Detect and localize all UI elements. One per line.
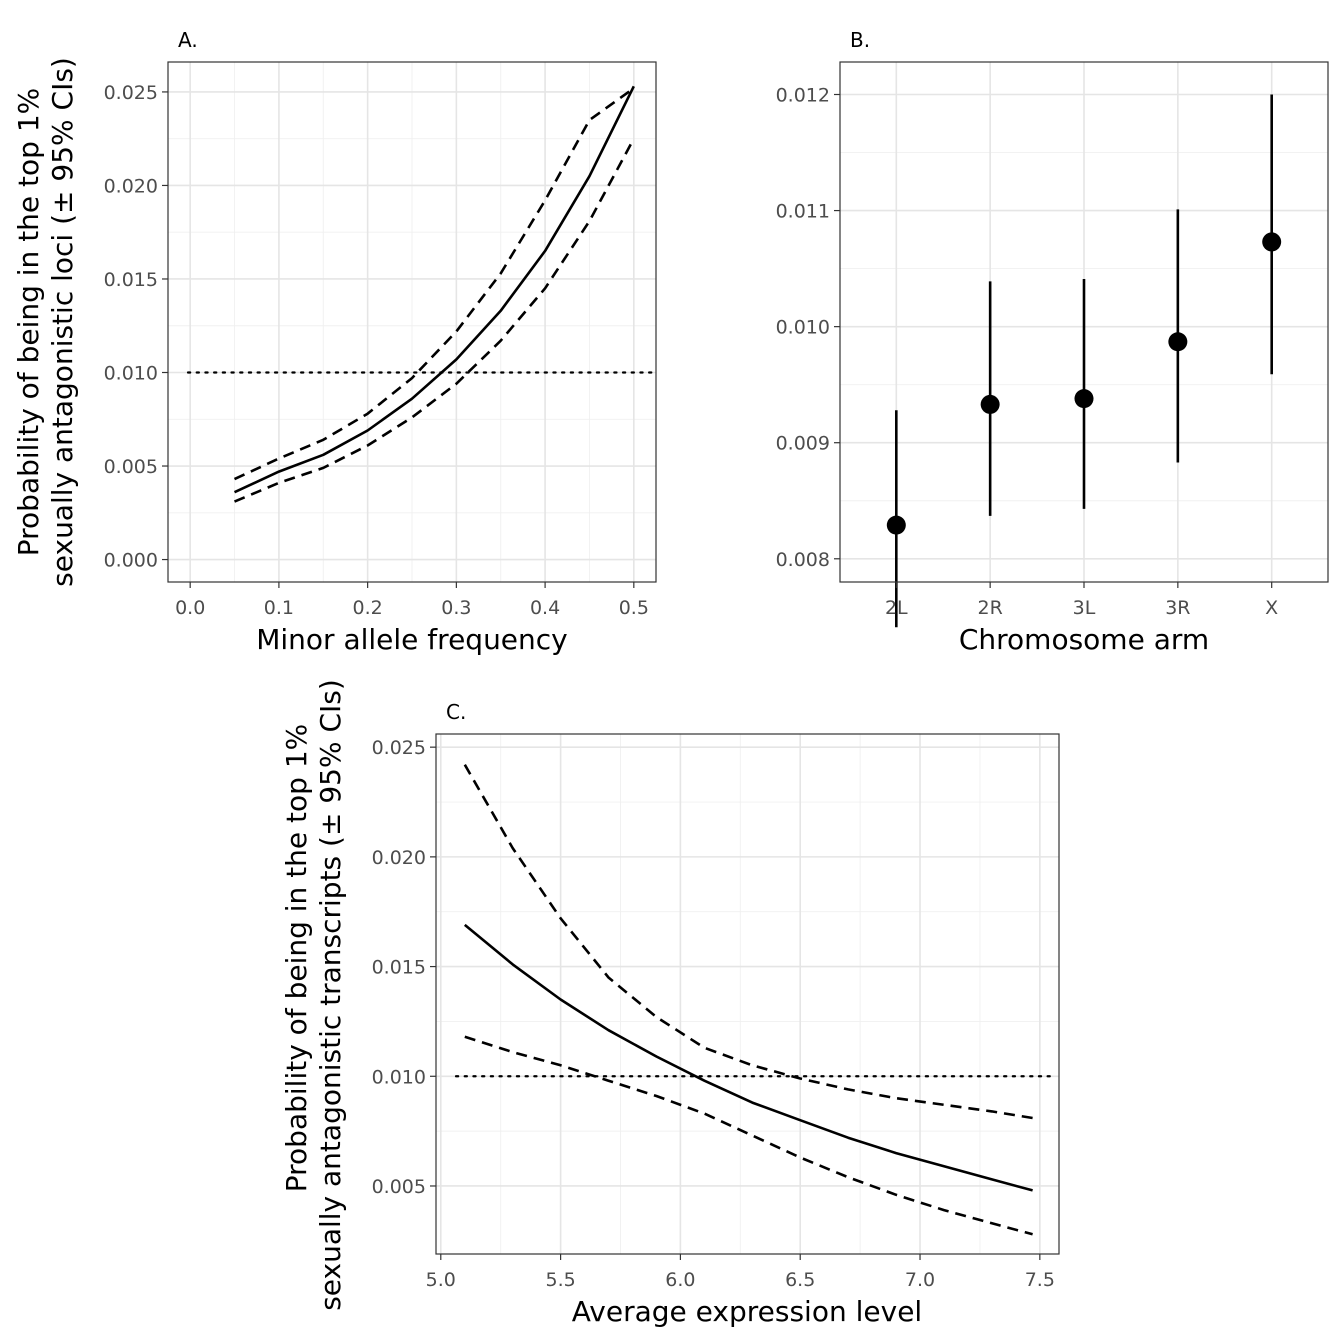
panel-a-x-tick-label: 0.4	[530, 597, 560, 619]
panel-c: C. 0.005 0.010 0.015 0.020 0.025 5.0 5.5 6.0 6.…	[280, 679, 1060, 1328]
panel-c-series-lower-ci-line	[464, 1035, 1033, 1236]
panel-c-y-tick-label: 0.025	[372, 737, 426, 759]
panel-b-point-2l	[886, 515, 906, 535]
panel-c-y-tick-label: 0.010	[372, 1066, 426, 1088]
panel-b-point-x	[1262, 232, 1282, 252]
panel-a-series-upper-ci-line	[233, 87, 635, 481]
panel-b-x-tick-label: 2R	[978, 597, 1003, 619]
panel-b-y-tick-label: 0.012	[776, 85, 830, 107]
panel-c-border	[435, 733, 1060, 1255]
panel-c-series-upper-ci-line	[463, 764, 1033, 1120]
panel-b-x-tick-label: 3L	[1073, 597, 1096, 619]
panel-b-y-tick-label: 0.009	[776, 433, 830, 455]
panel-b-tag: B.	[850, 28, 870, 52]
panel-b-point-2r	[980, 394, 1000, 414]
panel-c-tag: C.	[446, 700, 466, 724]
panel-a-x-axis-title: Minor allele frequency	[256, 623, 568, 656]
panel-b-y-tick-label: 0.010	[776, 317, 830, 339]
panel-a-y-tick-label: 0.000	[104, 550, 158, 572]
panel-a-x-tick-label: 0.3	[441, 597, 471, 619]
panel-a-y-tick-label: 0.025	[104, 82, 158, 104]
panel-b-x-tick-label: 3R	[1165, 597, 1190, 619]
panel-c-x-axis-title: Average expression level	[572, 1295, 922, 1328]
panel-c-x-tick-label: 5.5	[545, 1269, 575, 1291]
panel-a-y-tick-label: 0.005	[104, 456, 158, 478]
panel-b-point-3r	[1168, 332, 1188, 352]
panel-a-x-tick-label: 0.2	[353, 597, 383, 619]
panel-c-y-tick-label: 0.005	[372, 1176, 426, 1198]
panel-a-x-tick-label: 0.5	[619, 597, 649, 619]
panel-c-y-axis-title-line-1: Probability of being in the top 1%	[280, 724, 313, 1192]
panel-a-y-tick-label: 0.020	[104, 175, 158, 197]
panel-b-x-tick-label: 2L	[885, 597, 908, 619]
panel-c-series-fit-line	[463, 923, 1033, 1192]
panel-b-x-axis-title: Chromosome arm	[959, 623, 1209, 656]
panel-a-tag: A.	[178, 28, 198, 52]
panel-a-y-tick-label: 0.010	[104, 363, 158, 385]
panel-c-y-axis-title-line-2: sexually antagonistic transcripts (± 95%…	[314, 679, 347, 1311]
panel-b-y-tick-label: 0.011	[776, 201, 830, 223]
panel-c-x-tick-label: 6.0	[665, 1269, 695, 1291]
panel-a-border	[167, 61, 657, 583]
panel-b-point-3l	[1074, 389, 1094, 409]
panel-c-y-tick-label: 0.020	[372, 847, 426, 869]
panel-a: A. 0.000 0.005 0.010 0.015 0.020 0.025 0.0 0.1…	[12, 28, 657, 656]
panel-c-y-tick-label: 0.015	[372, 957, 426, 979]
panel-a-x-tick-label: 0.1	[264, 597, 294, 619]
panel-a-y-axis-title-line-2: sexually antagonistic loci (± 95% CIs)	[46, 57, 79, 587]
panel-a-y-tick-label: 0.015	[104, 269, 158, 291]
panel-b-y-tick-label: 0.008	[776, 549, 830, 571]
panel-a-x-tick-label: 0.0	[175, 597, 205, 619]
panel-b: B. 0.008 0.009 0.010 0.011 0.012 2L 2R 3L 3R X C…	[776, 28, 1329, 656]
panel-a-series-lower-ci-line	[233, 138, 635, 503]
panel-c-x-tick-label: 7.5	[1025, 1269, 1055, 1291]
panel-c-x-tick-label: 5.0	[426, 1269, 456, 1291]
panel-c-x-tick-label: 7.0	[905, 1269, 935, 1291]
panel-b-x-tick-label: X	[1265, 597, 1278, 619]
panel-a-y-axis-title-line-1: Probability of being in the top 1%	[12, 88, 45, 556]
panel-a-series-fit-line	[233, 85, 635, 494]
panel-c-x-tick-label: 6.5	[785, 1269, 815, 1291]
